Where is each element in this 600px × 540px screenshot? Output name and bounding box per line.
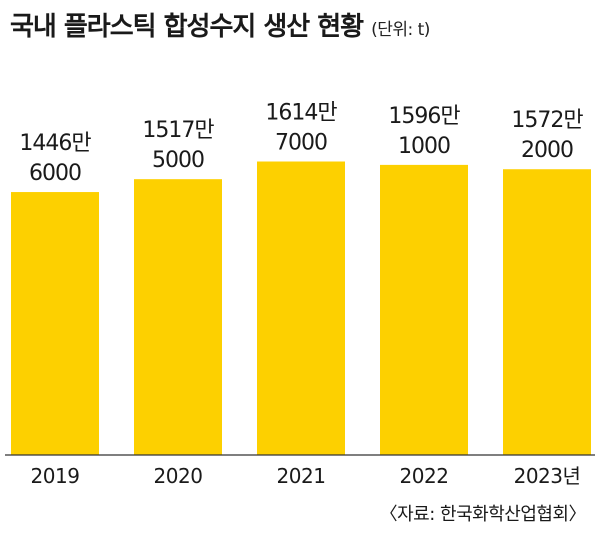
data-label-2022-2: 1000 (398, 134, 450, 159)
x-tick-label-0: 2019 (31, 464, 80, 488)
data-label-2022-1: 1596만 (388, 104, 460, 129)
bar-2023년 (503, 169, 591, 455)
bar-2020 (134, 179, 222, 455)
data-label-2023년-1: 1572만 (511, 108, 583, 133)
data-label-2021-2: 7000 (275, 131, 327, 156)
data-label-2021-1: 1614만 (265, 101, 337, 126)
data-label-2020-2: 5000 (152, 148, 204, 173)
data-label-2020-1: 1517만 (142, 118, 214, 143)
source-note: 〈자료: 한국화학산업협회〉 (379, 504, 587, 525)
bar-2019 (11, 192, 99, 455)
unit-label: (단위: t) (371, 20, 430, 40)
bar-2021 (257, 161, 345, 456)
data-label-2019-2: 6000 (29, 161, 81, 186)
bar-2022 (380, 164, 468, 455)
chart-title: 국내 플라스틱 합성수지 생산 현황 (10, 12, 364, 42)
x-tick-label-4: 2023년 (514, 464, 581, 488)
title-row: 국내 플라스틱 합성수지 생산 현황 (단위: t) (10, 6, 430, 43)
data-label-2019-1: 1446만 (19, 131, 91, 156)
x-tick-label-1: 2020 (154, 464, 203, 488)
data-label-2023년-2: 2000 (521, 138, 573, 163)
x-tick-label-2: 2021 (277, 464, 326, 488)
x-tick-label-3: 2022 (400, 464, 449, 488)
